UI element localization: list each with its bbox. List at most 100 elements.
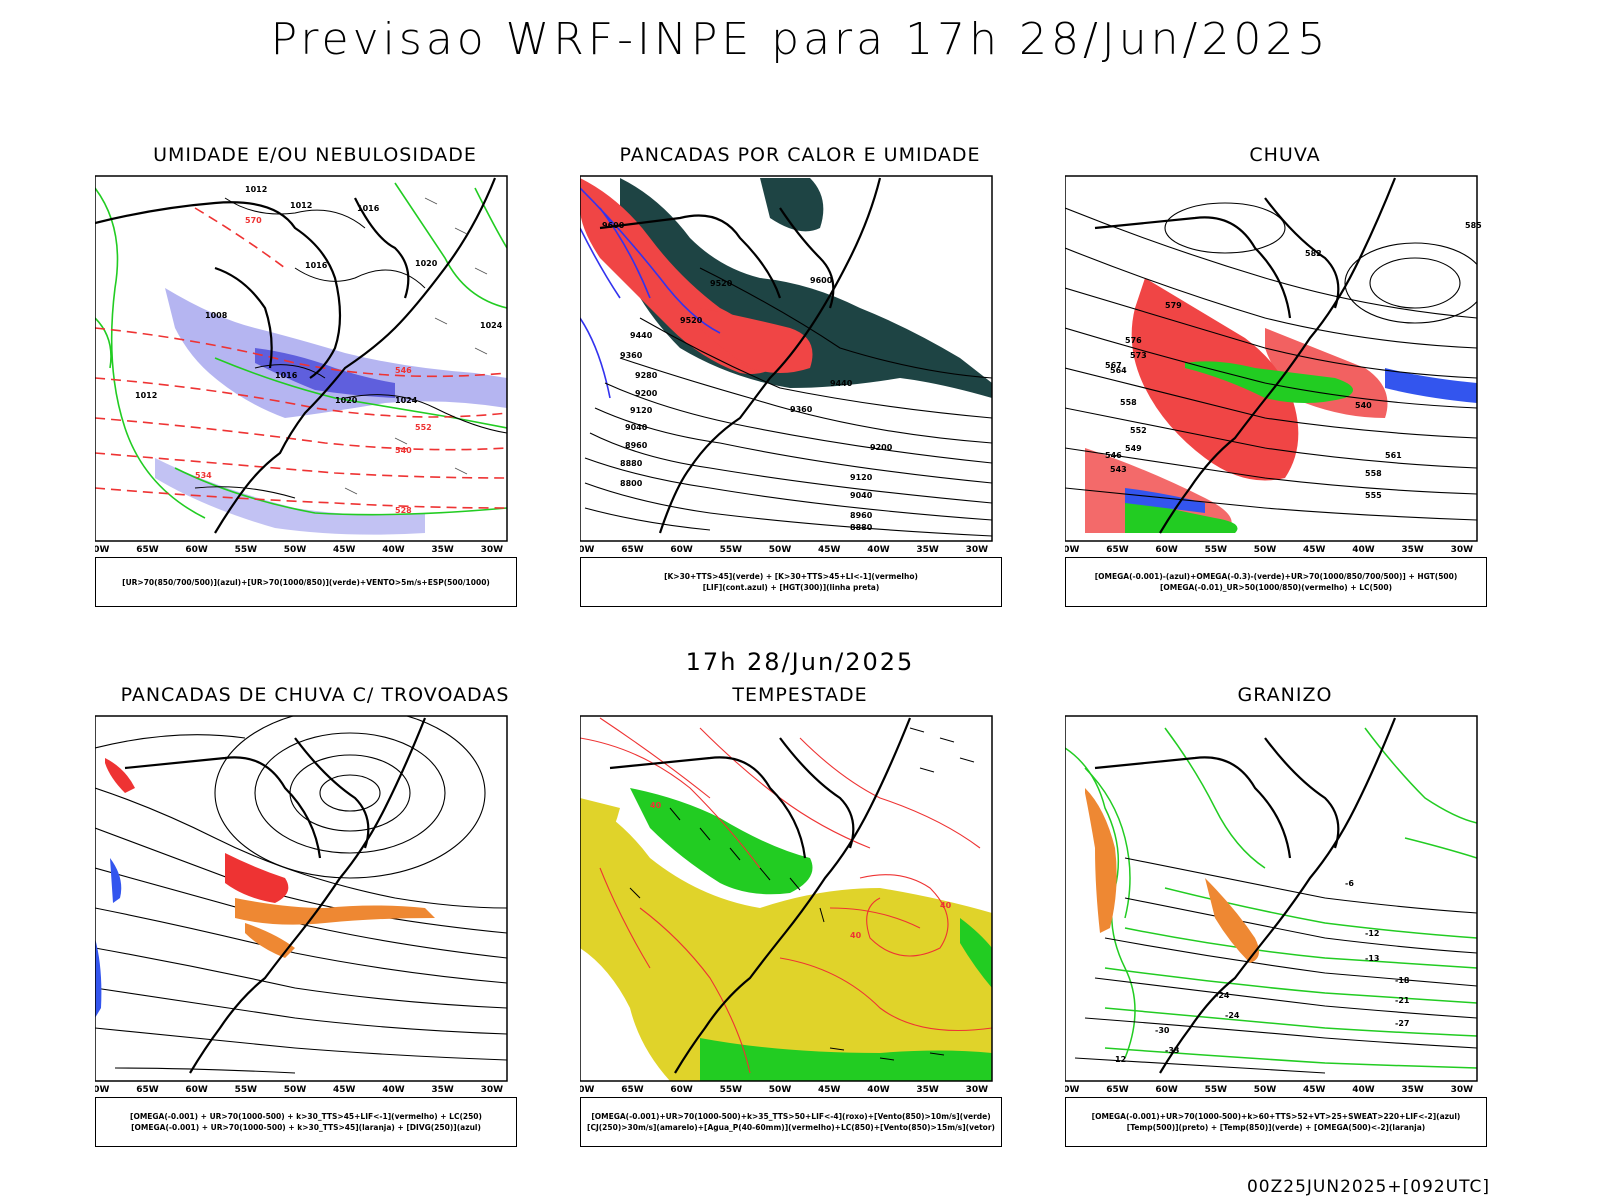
lon-tick-label: 60W: [670, 1085, 693, 1095]
lon-tick-label: 35W: [916, 1085, 939, 1095]
contour-label: 9280: [635, 371, 658, 380]
lon-tick-label: 35W: [1401, 1085, 1424, 1095]
contour-label: -27: [1395, 1019, 1409, 1028]
lon-tick-label: 50W: [769, 1085, 792, 1095]
panel-title: TEMPESTADE: [732, 684, 868, 706]
temp500-black-contours: [1074, 857, 1477, 1074]
rain-green-area: [1185, 361, 1353, 403]
contour-label: 8800: [620, 479, 643, 488]
contour-label: 585: [1465, 221, 1482, 230]
lon-tick-label: 65W: [621, 545, 644, 555]
contour-label: 9520: [680, 316, 703, 325]
contour-label: 546: [1105, 451, 1122, 460]
contour-label: 558: [1365, 469, 1382, 478]
panel-pancadas-calor: PANCADAS POR CALOR E UMIDADE: [580, 144, 1020, 624]
legend-line: [OMEGA(-0.001)+UR>70(1000-500)+k>60+TTS>…: [1091, 1112, 1461, 1121]
lon-tick-label: 45W: [1303, 545, 1326, 555]
lon-tick-label: 45W: [818, 545, 841, 555]
contour-label: 9520: [710, 279, 733, 288]
panel-legend: [OMEGA(-0.001)+UR>70(1000-500)+k>35_TTS>…: [580, 1097, 1002, 1147]
map-pancadas-calor: 12S15S18S21S24S27S30S33S36S39S42S70W65W6…: [580, 175, 993, 555]
contour-label: 9360: [620, 351, 643, 360]
lon-tick-label: 70W: [95, 1085, 110, 1095]
wind-vectors-850: [629, 727, 975, 1061]
lon-tick-label: 30W: [1451, 545, 1474, 555]
contour-label: 576: [1125, 336, 1142, 345]
contour-label: 9200: [635, 389, 658, 398]
contour-label: 546: [395, 366, 412, 375]
lon-tick-label: 65W: [136, 1085, 159, 1095]
lon-tick-label: 60W: [185, 1085, 208, 1095]
contour-label: 552: [415, 423, 432, 432]
contour-label: 540: [1355, 401, 1372, 410]
contour-label: 40: [650, 801, 662, 810]
legend-line: [CJ(250)>30m/s](amarelo)+[Agua_P(40-60mm…: [587, 1123, 995, 1132]
contour-label: 1016: [305, 261, 328, 270]
contour-label: 1012: [245, 185, 267, 194]
contour-label: 1020: [335, 396, 358, 405]
lon-tick-label: 40W: [382, 545, 405, 555]
legend-line: [OMEGA(-0.01)_UR>50(1000/850)(vermelho) …: [1159, 583, 1393, 592]
contour-label: 8880: [850, 523, 873, 532]
lon-tick-label: 60W: [1155, 545, 1178, 555]
contour-label: 1016: [275, 371, 298, 380]
coastline: [609, 717, 912, 1074]
lon-tick-label: 45W: [818, 1085, 841, 1095]
contour-label: 9360: [790, 405, 813, 414]
rain-blue-south: [1125, 488, 1205, 513]
coastline: [95, 177, 497, 534]
contour-label: 555: [1365, 491, 1382, 500]
panel-tempestade: TEMPESTADE: [580, 684, 1020, 1164]
legend-line: [LIF](cont.azul) + [HGT(300)](linha pret…: [702, 583, 880, 592]
contour-label: 570: [245, 216, 262, 225]
contour-label: 9600: [602, 221, 625, 230]
lon-tick-label: 35W: [1401, 545, 1424, 555]
lon-tick-label: 35W: [431, 1085, 454, 1095]
page-title: Previsao WRF-INPE para 17h 28/Jun/2025: [270, 14, 1330, 65]
lon-tick-label: 65W: [621, 1085, 644, 1095]
thunder-red-north: [105, 758, 135, 793]
lon-tick-label: 55W: [1205, 545, 1228, 555]
contour-label: -18: [1395, 976, 1410, 985]
jet-yellow-area: [580, 798, 992, 1081]
lon-tick-label: 45W: [1303, 1085, 1326, 1095]
contour-label: 1012: [135, 391, 157, 400]
contour-label: 534: [195, 471, 212, 480]
map-trovoadas: 12S15S18S21S24S27S30S33S36S39S42S70W65W6…: [95, 715, 508, 1095]
contour-label: 567: [1105, 361, 1122, 370]
contour-label: 528: [395, 506, 412, 515]
legend-line: [K>30+TTS>45](verde) + [K>30+TTS>45+LI<-…: [664, 572, 918, 581]
lc850-red-streamlines: [580, 717, 992, 1074]
lon-tick-label: 55W: [720, 545, 743, 555]
lon-tick-label: 30W: [966, 545, 989, 555]
lon-tick-label: 50W: [769, 545, 792, 555]
contour-label: -33: [1165, 1046, 1179, 1055]
humidity-green-contours: [95, 182, 507, 519]
contour-label: 549: [1125, 444, 1142, 453]
thunder-orange-area: [235, 898, 435, 925]
panel-umidade: UMIDADE E/OU NEBULOSIDADE: [95, 144, 535, 624]
lon-tick-label: 70W: [580, 545, 595, 555]
lon-tick-label: 70W: [1065, 545, 1080, 555]
contour-label: -13: [1365, 954, 1379, 963]
legend-line: [UR>70(850/700/500)](azul)+[UR>70(1000/8…: [122, 577, 490, 587]
jet-yellow-west: [580, 798, 620, 878]
contour-label: -30: [1155, 1026, 1170, 1035]
panel-title: PANCADAS DE CHUVA C/ TROVOADAS: [120, 684, 510, 706]
contour-label: 1012: [290, 201, 312, 210]
k-li-red-area-2: [700, 308, 813, 373]
humidity-blue-area: [165, 288, 507, 418]
lon-tick-label: 70W: [1065, 1085, 1080, 1095]
lon-tick-label: 45W: [333, 1085, 356, 1095]
mid-date-label: 17h 28/Jun/2025: [685, 648, 915, 676]
map-umidade: 12S15S18S21S24S27S30S33S36S39S42S70W65W6…: [95, 175, 508, 555]
contour-label: 1024: [480, 321, 503, 330]
coastline: [1094, 177, 1397, 534]
contour-label: 40: [850, 931, 862, 940]
legend-line: [OMEGA(-0.001) + UR>70(1000-500) + k>30_…: [130, 1112, 482, 1121]
lon-tick-label: 60W: [185, 545, 208, 555]
lon-tick-label: 60W: [1155, 1085, 1178, 1095]
panel-legend: [OMEGA(-0.001) + UR>70(1000-500) + k>30_…: [95, 1097, 517, 1147]
omega-orange-area: [1085, 788, 1117, 933]
wind-green-south: [700, 1038, 992, 1081]
